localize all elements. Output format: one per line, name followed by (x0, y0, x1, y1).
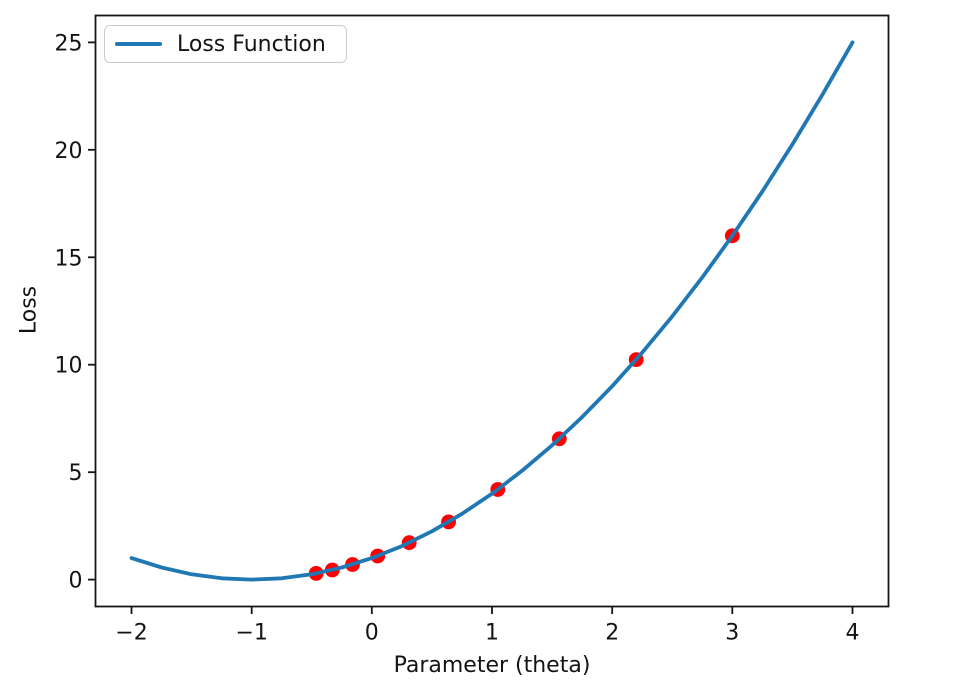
y-tick-label: 20 (55, 139, 83, 164)
plot-frame (94, 14, 890, 608)
legend-line-sample (115, 42, 162, 46)
x-tick-label: 0 (365, 621, 379, 646)
y-tick-label: 0 (69, 569, 83, 594)
x-tick-label: 1 (485, 621, 499, 646)
y-tick-label: 25 (55, 31, 83, 56)
y-tick-label: 15 (55, 246, 83, 271)
x-tick-label: 3 (725, 621, 739, 646)
x-axis-label: Parameter (theta) (393, 653, 591, 678)
loss-curve (129, 40, 855, 582)
legend-label: Loss Function (177, 31, 326, 57)
x-tick-label: 4 (846, 621, 860, 646)
y-tick-label: 5 (69, 461, 83, 486)
x-tick-label: 2 (605, 621, 619, 646)
y-axis-label: Loss (16, 285, 42, 335)
y-tick-label: 10 (55, 354, 83, 379)
legend: Loss Function (104, 25, 347, 63)
x-tick-label: −2 (115, 621, 147, 646)
x-tick-label: −1 (235, 621, 267, 646)
